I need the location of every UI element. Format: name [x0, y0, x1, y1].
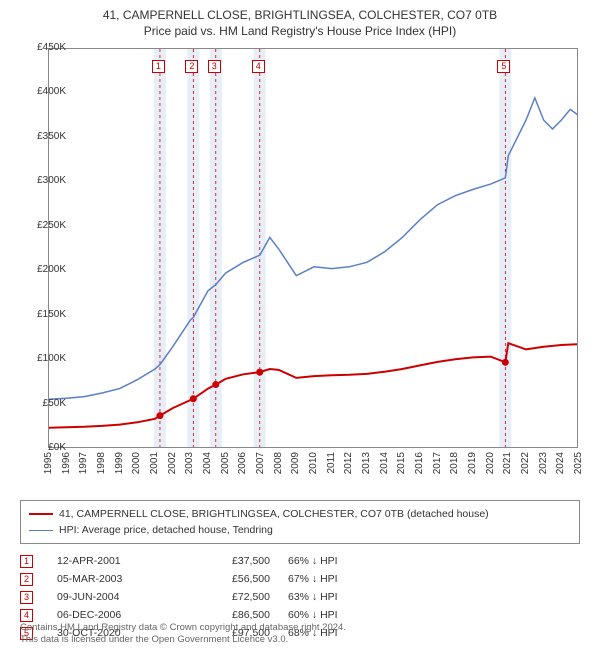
x-axis-label: 2014 [379, 452, 390, 474]
legend-row: 41, CAMPERNELL CLOSE, BRIGHTLINGSEA, COL… [29, 506, 571, 522]
x-axis-label: 2002 [167, 452, 178, 474]
x-axis-label: 2025 [573, 452, 584, 474]
footer-line2: This data is licensed under the Open Gov… [20, 634, 580, 646]
sale-marker-5: 5 [497, 60, 510, 73]
legend-label: 41, CAMPERNELL CLOSE, BRIGHTLINGSEA, COL… [59, 506, 489, 522]
x-axis-label: 2022 [520, 452, 531, 474]
x-axis-label: 2003 [184, 452, 195, 474]
title-block: 41, CAMPERNELL CLOSE, BRIGHTLINGSEA, COL… [0, 0, 600, 44]
x-axis-label: 2010 [308, 452, 319, 474]
sale-pct-vs-hpi: 66% ↓ HPI [288, 555, 398, 567]
sale-marker-1: 1 [152, 60, 165, 73]
y-axis-label: £150K [22, 309, 66, 320]
sale-price: £86,500 [190, 609, 270, 621]
legend-swatch [29, 530, 53, 531]
x-axis-label: 2021 [502, 452, 513, 474]
y-axis-label: £400K [22, 86, 66, 97]
sale-date: 06-DEC-2006 [57, 609, 172, 621]
x-axis-label: 1997 [78, 452, 89, 474]
y-axis-label: £50K [22, 398, 66, 409]
sale-pct-vs-hpi: 60% ↓ HPI [288, 609, 398, 621]
x-axis-label: 1999 [114, 452, 125, 474]
footer-line1: Contains HM Land Registry data © Crown c… [20, 622, 580, 634]
sale-marker-2: 2 [185, 60, 198, 73]
sale-row-marker: 4 [20, 609, 33, 622]
x-axis-label: 2004 [202, 452, 213, 474]
x-axis-label: 2020 [485, 452, 496, 474]
legend-swatch [29, 513, 53, 515]
legend-label: HPI: Average price, detached house, Tend… [59, 522, 273, 538]
x-axis-label: 2007 [255, 452, 266, 474]
sale-row: 3 09-JUN-2004 £72,500 63% ↓ HPI [20, 588, 580, 606]
x-axis-label: 2011 [326, 452, 337, 474]
title-subtitle: Price paid vs. HM Land Registry's House … [10, 24, 590, 38]
x-axis-label: 1998 [96, 452, 107, 474]
x-axis-label: 2013 [361, 452, 372, 474]
x-axis-label: 2009 [290, 452, 301, 474]
chart-svg [49, 49, 578, 448]
y-axis-label: £350K [22, 131, 66, 142]
x-axis-label: 2015 [396, 452, 407, 474]
below-chart: 41, CAMPERNELL CLOSE, BRIGHTLINGSEA, COL… [20, 500, 580, 642]
plot-area [48, 48, 578, 448]
sale-price: £72,500 [190, 591, 270, 603]
sale-price: £56,500 [190, 573, 270, 585]
sale-date: 12-APR-2001 [57, 555, 172, 567]
sale-row-marker: 1 [20, 555, 33, 568]
sale-price: £37,500 [190, 555, 270, 567]
title-address: 41, CAMPERNELL CLOSE, BRIGHTLINGSEA, COL… [10, 8, 590, 22]
x-axis-label: 2005 [220, 452, 231, 474]
x-axis-label: 2019 [467, 452, 478, 474]
chart-container: 41, CAMPERNELL CLOSE, BRIGHTLINGSEA, COL… [0, 0, 600, 650]
x-axis-label: 2016 [414, 452, 425, 474]
y-axis-label: £200K [22, 264, 66, 275]
x-axis-label: 2023 [538, 452, 549, 474]
y-axis-label: £100K [22, 353, 66, 364]
sale-date: 05-MAR-2003 [57, 573, 172, 585]
y-axis-label: £300K [22, 175, 66, 186]
y-axis-label: £250K [22, 220, 66, 231]
legend-box: 41, CAMPERNELL CLOSE, BRIGHTLINGSEA, COL… [20, 500, 580, 544]
sale-row-marker: 2 [20, 573, 33, 586]
sale-row: 2 05-MAR-2003 £56,500 67% ↓ HPI [20, 570, 580, 588]
x-axis-label: 2012 [343, 452, 354, 474]
x-axis-label: 2024 [555, 452, 566, 474]
sale-row-marker: 3 [20, 591, 33, 604]
y-axis-label: £450K [22, 42, 66, 53]
x-axis-label: 2017 [432, 452, 443, 474]
sale-pct-vs-hpi: 67% ↓ HPI [288, 573, 398, 585]
sale-date: 09-JUN-2004 [57, 591, 172, 603]
footer-attribution: Contains HM Land Registry data © Crown c… [20, 622, 580, 646]
legend-row: HPI: Average price, detached house, Tend… [29, 522, 571, 538]
x-axis-label: 2018 [449, 452, 460, 474]
x-axis-label: 1995 [43, 452, 54, 474]
sale-marker-4: 4 [252, 60, 265, 73]
x-axis-label: 2008 [273, 452, 284, 474]
x-axis-label: 2000 [131, 452, 142, 474]
sale-row: 1 12-APR-2001 £37,500 66% ↓ HPI [20, 552, 580, 570]
x-axis-label: 2001 [149, 452, 160, 474]
sale-pct-vs-hpi: 63% ↓ HPI [288, 591, 398, 603]
x-axis-label: 2006 [237, 452, 248, 474]
x-axis-label: 1996 [61, 452, 72, 474]
sale-marker-3: 3 [208, 60, 221, 73]
